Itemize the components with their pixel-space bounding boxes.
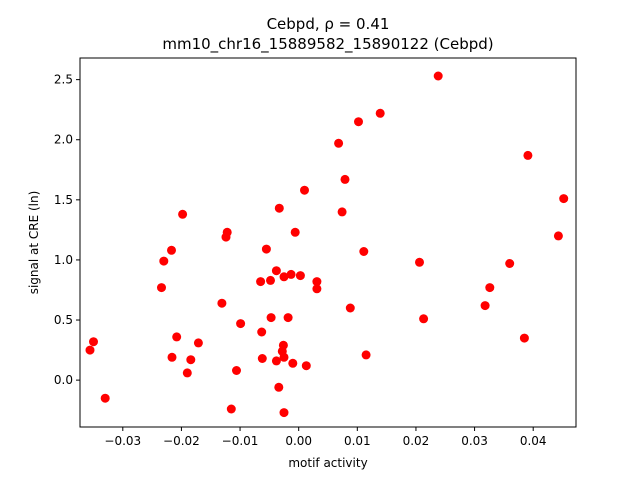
data-point xyxy=(519,333,529,343)
x-tick-label: −0.03 xyxy=(104,434,141,448)
data-point xyxy=(312,284,322,294)
plot-area-frame xyxy=(79,57,577,428)
data-point xyxy=(485,283,495,293)
data-points xyxy=(85,71,569,418)
data-point xyxy=(279,352,289,362)
data-point xyxy=(301,361,311,371)
data-point xyxy=(217,298,227,308)
data-point xyxy=(257,354,267,363)
data-point xyxy=(186,355,196,365)
x-tick-label: 0.02 xyxy=(403,434,430,448)
data-point xyxy=(271,266,281,276)
data-point xyxy=(159,256,169,266)
x-tick-label: 0.00 xyxy=(285,434,312,448)
data-point xyxy=(340,174,350,184)
y-axis-label: signal at CRE (ln) xyxy=(27,191,41,295)
data-point xyxy=(172,332,182,342)
data-point xyxy=(266,313,276,323)
x-tick-label: 0.03 xyxy=(461,434,488,448)
y-tick-label: 1.0 xyxy=(54,253,73,267)
data-point xyxy=(345,303,355,313)
data-point xyxy=(354,117,363,127)
x-tick-label: −0.01 xyxy=(222,434,259,448)
data-point xyxy=(182,368,192,378)
chart-title-line-1: Cebpd, ρ = 0.41 xyxy=(267,15,390,33)
x-axis-label: motif activity xyxy=(288,456,367,470)
data-point xyxy=(256,277,266,287)
data-point xyxy=(505,259,515,268)
y-tick-label: 2.5 xyxy=(54,73,73,87)
data-point xyxy=(232,366,241,375)
x-tick-label: 0.04 xyxy=(520,434,547,448)
y-tick-label: 0.0 xyxy=(54,373,73,387)
data-point xyxy=(334,138,344,148)
y-tick-label: 0.5 xyxy=(54,313,73,327)
data-point xyxy=(553,231,563,241)
data-point xyxy=(290,227,300,237)
data-point xyxy=(283,313,293,323)
data-point xyxy=(419,314,429,324)
data-point xyxy=(274,382,284,392)
data-point xyxy=(167,245,176,255)
data-point xyxy=(193,338,203,348)
data-point xyxy=(157,283,166,293)
data-point xyxy=(433,71,443,81)
data-point xyxy=(361,350,371,360)
data-point xyxy=(359,247,369,256)
x-axis-ticks: −0.03 −0.02 −0.01 0.00 0.01 0.02 0.03 0.04 xyxy=(104,427,547,448)
data-point xyxy=(100,393,110,403)
data-point xyxy=(274,203,284,213)
data-point xyxy=(375,108,385,118)
data-point xyxy=(271,356,281,366)
x-tick-label: −0.02 xyxy=(163,434,200,448)
data-point xyxy=(89,337,98,347)
data-point xyxy=(279,408,289,418)
data-point xyxy=(266,275,275,285)
data-point xyxy=(279,272,289,282)
data-point xyxy=(226,404,236,414)
y-axis-ticks: 0.0 0.5 1.0 1.5 2.0 2.5 xyxy=(54,73,80,387)
data-point xyxy=(257,327,267,337)
data-point xyxy=(300,185,309,195)
data-point xyxy=(288,358,298,368)
data-point xyxy=(167,352,177,362)
data-point xyxy=(236,319,246,329)
data-point xyxy=(312,277,322,287)
data-point xyxy=(559,194,569,204)
data-point xyxy=(222,227,232,237)
y-tick-label: 1.5 xyxy=(54,193,73,207)
data-point xyxy=(295,271,305,281)
data-point xyxy=(415,257,424,267)
chart-title-line-2: mm10_chr16_15889582_15890122 (Cebpd) xyxy=(162,35,493,54)
data-point xyxy=(278,340,288,350)
data-point xyxy=(178,209,188,219)
data-point xyxy=(337,207,347,217)
data-point xyxy=(261,244,271,254)
x-tick-label: 0.01 xyxy=(344,434,371,448)
data-point xyxy=(523,150,533,160)
y-tick-label: 2.0 xyxy=(54,133,73,147)
data-point xyxy=(286,269,296,279)
data-point xyxy=(85,345,95,355)
data-point xyxy=(480,301,490,311)
